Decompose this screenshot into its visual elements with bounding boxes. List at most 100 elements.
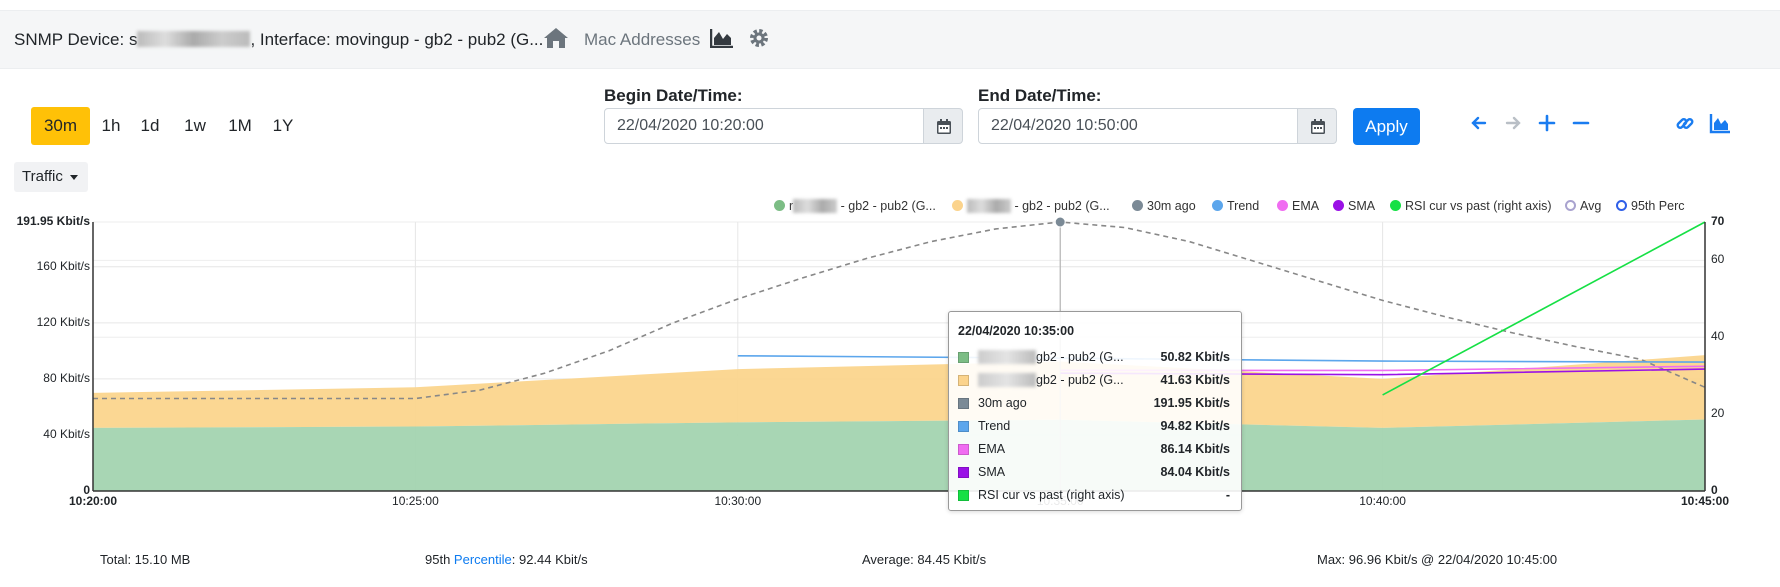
legend-label: RSI cur vs past (right axis): [1405, 199, 1552, 213]
legend-label: - gb2 - pub2 (G...: [837, 199, 936, 213]
tooltip-row: SMA 84.04 Kbit/s: [958, 464, 1230, 482]
tooltip-series-label: Trend: [978, 419, 1011, 433]
metric-dropdown-label: Traffic: [22, 168, 63, 185]
tooltip-series-value: 191.95 Kbit/s: [1153, 396, 1230, 410]
legend-item[interactable]: 95th Perc: [1616, 199, 1685, 213]
legend-item[interactable]: Trend: [1212, 199, 1259, 213]
legend-label: Avg: [1580, 199, 1602, 213]
series-swatch-icon: [958, 467, 969, 478]
line-rsi-cur-vs-past-right-axis-: [1382, 221, 1706, 396]
area-series-2: [93, 355, 1705, 428]
legend-item[interactable]: EMA: [1277, 199, 1319, 213]
tooltip-series-label: RSI cur vs past (right axis): [978, 488, 1125, 502]
x-tick-label: 10:40:00: [1359, 494, 1406, 508]
y-tick-label: 0: [83, 483, 90, 497]
redacted-device-name: [137, 31, 251, 47]
end-date-input[interactable]: [978, 108, 1300, 144]
series-swatch-icon: [958, 444, 969, 455]
end-calendar-button[interactable]: [1297, 108, 1337, 144]
legend-prefix: r: [789, 199, 794, 213]
tooltip-series-name: 30m ago: [978, 396, 1027, 410]
y-tick-label: 160 Kbit/s: [36, 258, 90, 273]
area-series-1: [93, 419, 1705, 491]
zoom-out-icon[interactable]: [1570, 112, 1592, 134]
tooltip-row: gb2 - pub2 (G... 50.82 Kbit/s: [958, 349, 1230, 367]
tooltip-series-name: gb2 - pub2 (G...: [978, 373, 1124, 387]
begin-date-label: Begin Date/Time:: [604, 86, 743, 105]
y2-tick-label: 40: [1711, 329, 1725, 344]
range-button-1h[interactable]: 1h: [101, 116, 121, 135]
legend-item[interactable]: RSI cur vs past (right axis): [1390, 199, 1552, 213]
percentile-value: : 92.44 Kbit/s: [511, 552, 588, 567]
range-button-30m[interactable]: 30m: [31, 107, 90, 145]
mac-addresses-link[interactable]: Mac Addresses: [584, 30, 701, 49]
legend-marker-icon: [1390, 200, 1401, 211]
chart-tooltip: 22/04/2020 10:35:00 gb2 - pub2 (G... 50.8…: [948, 311, 1242, 511]
calendar-icon: [937, 119, 951, 134]
legend-marker-icon: [952, 200, 963, 211]
legend-label: EMA: [1292, 199, 1320, 213]
link-icon[interactable]: [1674, 112, 1696, 134]
tooltip-row: EMA 86.14 Kbit/s: [958, 441, 1230, 459]
legend-item[interactable]: SMA: [1333, 199, 1375, 213]
page-title: SNMP Device: s , Interface: movingup - gb…: [14, 30, 543, 50]
apply-button[interactable]: Apply: [1353, 108, 1420, 145]
begin-calendar-button[interactable]: [923, 108, 963, 144]
legend-marker-icon: [1616, 200, 1627, 211]
area-chart-icon[interactable]: [1709, 112, 1731, 134]
gear-icon[interactable]: [748, 27, 770, 49]
area-chart-icon[interactable]: [710, 28, 734, 48]
tooltip-series-label: EMA: [978, 442, 1006, 456]
series-swatch-icon: [958, 375, 969, 386]
tooltip-series-value: 94.82 Kbit/s: [1160, 419, 1230, 433]
series-swatch-icon: [958, 421, 969, 432]
end-date-label: End Date/Time:: [978, 86, 1102, 105]
legend-marker-icon: [1277, 200, 1288, 211]
average-stat: Average: 84.45 Kbit/s: [862, 552, 987, 567]
tooltip-series-value: -: [1225, 488, 1230, 502]
legend-label: 95th Perc: [1631, 199, 1685, 213]
y-tick-label: 191.95 Kbit/s: [16, 214, 90, 228]
series-swatch-icon: [958, 398, 969, 409]
range-button-1w[interactable]: 1w: [184, 116, 206, 135]
legend-item[interactable]: - gb2 - pub2 (G...: [952, 199, 1110, 213]
legend-item[interactable]: r - gb2 - pub2 (G...: [774, 199, 936, 213]
range-button-1m[interactable]: 1M: [228, 116, 252, 135]
interface-name: , Interface: movingup - gb2 - pub2 (G...: [250, 30, 544, 49]
redacted-name: [967, 199, 1011, 213]
metric-dropdown[interactable]: Traffic: [14, 162, 88, 192]
zoom-in-icon[interactable]: [1536, 112, 1558, 134]
x-tick-label: 10:45:00: [1680, 494, 1730, 508]
legend-label: - gb2 - pub2 (G...: [1011, 199, 1110, 213]
tooltip-series-label: gb2 - pub2 (G...: [1036, 373, 1124, 387]
y-tick-label: 80 Kbit/s: [43, 370, 90, 385]
range-button-1y[interactable]: 1Y: [272, 116, 294, 135]
percentile-stat: 95th Percentile: 92.44 Kbit/s: [425, 552, 588, 567]
tooltip-series-label: SMA: [978, 465, 1006, 479]
tooltip-series-value: 41.63 Kbit/s: [1160, 373, 1230, 387]
tooltip-series-value: 50.82 Kbit/s: [1160, 350, 1230, 364]
line-30m-ago: [93, 221, 1706, 400]
begin-date-input[interactable]: [604, 108, 926, 144]
legend-marker-icon: [1565, 200, 1576, 211]
legend-item[interactable]: 30m ago: [1132, 199, 1196, 213]
tooltip-series-label: 30m ago: [978, 396, 1027, 410]
tooltip-series-name: RSI cur vs past (right axis): [978, 488, 1125, 502]
range-button-1d[interactable]: 1d: [140, 116, 160, 135]
legend-marker-icon: [774, 200, 785, 211]
percentile-link[interactable]: Percentile: [453, 552, 512, 567]
home-icon[interactable]: [543, 27, 569, 49]
tooltip-series-name: gb2 - pub2 (G...: [978, 350, 1124, 364]
arrow-right-icon[interactable]: [1502, 112, 1524, 134]
arrow-left-icon[interactable]: [1468, 112, 1490, 134]
y2-tick-label: 60: [1711, 252, 1725, 267]
hover-point: [1054, 216, 1066, 228]
y-tick-label: 120 Kbit/s: [36, 314, 90, 329]
total-stat: Total: 15.10 MB: [100, 552, 191, 567]
series-swatch-icon: [958, 490, 969, 501]
caret-down-icon: [70, 175, 78, 180]
legend-item[interactable]: Avg: [1565, 199, 1601, 213]
tooltip-series-name: SMA: [978, 465, 1005, 479]
y-tick-label: 40 Kbit/s: [43, 426, 90, 441]
